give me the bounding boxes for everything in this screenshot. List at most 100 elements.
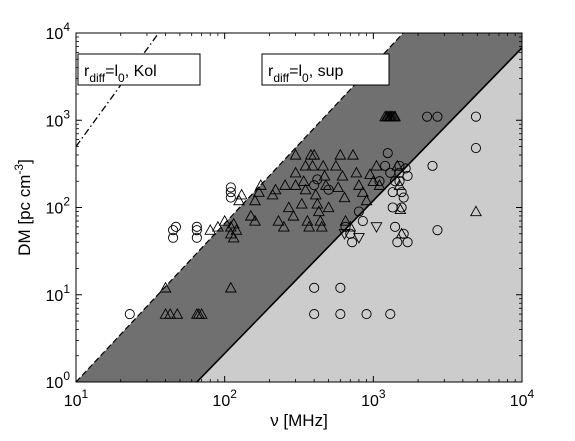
data-point-triangle-up: [393, 179, 406, 190]
data-point-triangle-up: [367, 175, 380, 186]
data-point-triangle-up: [306, 159, 319, 171]
x-tick-label: 102: [212, 387, 237, 410]
data-point-triangle-up: [171, 307, 184, 319]
data-point-triangle-up: [289, 166, 302, 178]
data-point-triangle-up: [317, 159, 330, 171]
annotation-text-kol: rdiff=l0, Kol: [84, 63, 157, 85]
data-point-circle: [124, 309, 135, 320]
data-point-circle: [168, 225, 179, 236]
data-point-circle: [361, 309, 372, 320]
x-tick-label: 101: [64, 387, 89, 410]
light-boundary-line: [196, 46, 522, 382]
data-point-circle: [470, 111, 481, 122]
data-point-circle: [353, 206, 364, 217]
data-point-triangle-up: [297, 175, 310, 186]
data-point-circle: [309, 180, 320, 191]
data-point-circle: [394, 176, 405, 187]
dark-region: [76, 33, 522, 382]
data-point-triangle-up: [287, 209, 300, 221]
data-point-triangle-up: [269, 183, 282, 195]
regions-layer: [76, 33, 522, 382]
markers-layer: [124, 110, 482, 320]
data-point-triangle-up: [195, 307, 208, 319]
data-point-triangle-down: [338, 229, 351, 240]
data-point-triangle-up: [339, 214, 352, 226]
data-point-triangle-up: [282, 201, 295, 213]
data-point-circle: [380, 160, 391, 171]
data-point-triangle-up: [332, 181, 345, 193]
data-point-triangle-up: [360, 194, 373, 206]
y-tick-label: 104: [46, 20, 71, 43]
data-point-triangle-up: [336, 169, 349, 181]
data-point-triangle-up: [373, 179, 386, 190]
data-point-circle: [225, 187, 236, 198]
data-point-triangle-up: [233, 194, 246, 206]
y-tick-label: 101: [46, 282, 71, 305]
axes-layer: [75, 32, 523, 383]
data-point-circle: [432, 225, 443, 236]
data-point-triangle-up: [395, 227, 408, 239]
data-point-triangle-up: [352, 179, 365, 190]
data-point-circle: [191, 225, 202, 236]
data-point-triangle-up: [279, 179, 292, 190]
data-point-circle: [335, 309, 346, 320]
data-point-circle: [396, 202, 407, 213]
y-tick-label: 100: [46, 369, 71, 392]
data-point-triangle-up: [204, 224, 217, 235]
data-point-triangle-up: [350, 166, 363, 178]
data-point-triangle-up: [315, 220, 328, 232]
boundary-lines-layer: [76, 33, 522, 382]
data-point-circle: [398, 192, 409, 203]
data-point-triangle-up: [272, 214, 285, 226]
data-point-triangle-up: [249, 194, 261, 206]
y-tick-label: 102: [46, 195, 71, 218]
annotation-text-sup: rdiff=l0, sup: [268, 63, 344, 85]
data-point-circle: [225, 182, 236, 193]
data-point-triangle-up: [224, 281, 237, 293]
data-point-triangle-up: [389, 110, 402, 122]
data-point-circle: [170, 221, 181, 232]
data-point-triangle-up: [318, 169, 331, 181]
data-point-circle: [402, 237, 413, 248]
data-point-circle: [432, 111, 443, 122]
data-point-triangle-up: [312, 205, 325, 217]
data-point-triangle-up: [218, 214, 231, 226]
data-point-triangle-up: [308, 148, 321, 160]
data-point-circle: [312, 174, 323, 185]
data-point-circle: [309, 282, 320, 293]
data-point-triangle-up: [338, 191, 351, 203]
data-point-triangle-up: [394, 203, 407, 215]
data-point-triangle-up: [370, 159, 383, 171]
data-point-circle: [390, 221, 401, 232]
kol-dashdot-line: [76, 33, 160, 147]
dashed-boundary-line: [76, 33, 404, 382]
data-point-triangle-up: [289, 148, 302, 160]
data-point-triangle-up: [159, 281, 172, 293]
data-point-triangle-up: [254, 179, 267, 190]
data-point-triangle-up: [356, 186, 369, 197]
data-point-circle: [191, 221, 202, 232]
data-point-triangle-up: [227, 217, 240, 229]
data-point-triangle-up: [391, 159, 404, 171]
data-point-triangle-up: [277, 220, 290, 232]
y-axis-label: DM [pc cm-3]: [12, 159, 34, 256]
data-point-triangle-up: [322, 201, 335, 213]
light-region: [196, 33, 522, 382]
data-point-triangle-up: [347, 148, 359, 160]
annotations-layer: rdiff=l0, Kol rdiff=l0, sup: [77, 53, 390, 86]
data-point-circle: [422, 111, 433, 122]
data-point-triangle-up: [211, 220, 224, 232]
data-point-triangle-up: [235, 188, 248, 200]
data-point-triangle-up: [303, 220, 316, 232]
data-point-triangle-up: [164, 307, 177, 319]
data-point-circle: [402, 170, 413, 181]
data-point-circle: [335, 282, 346, 293]
data-point-triangle-up: [249, 214, 261, 226]
data-point-triangle-up: [329, 159, 342, 171]
annotation-box-sup: [261, 53, 390, 86]
data-point-triangle-up: [252, 186, 265, 197]
data-point-circle: [309, 309, 320, 320]
